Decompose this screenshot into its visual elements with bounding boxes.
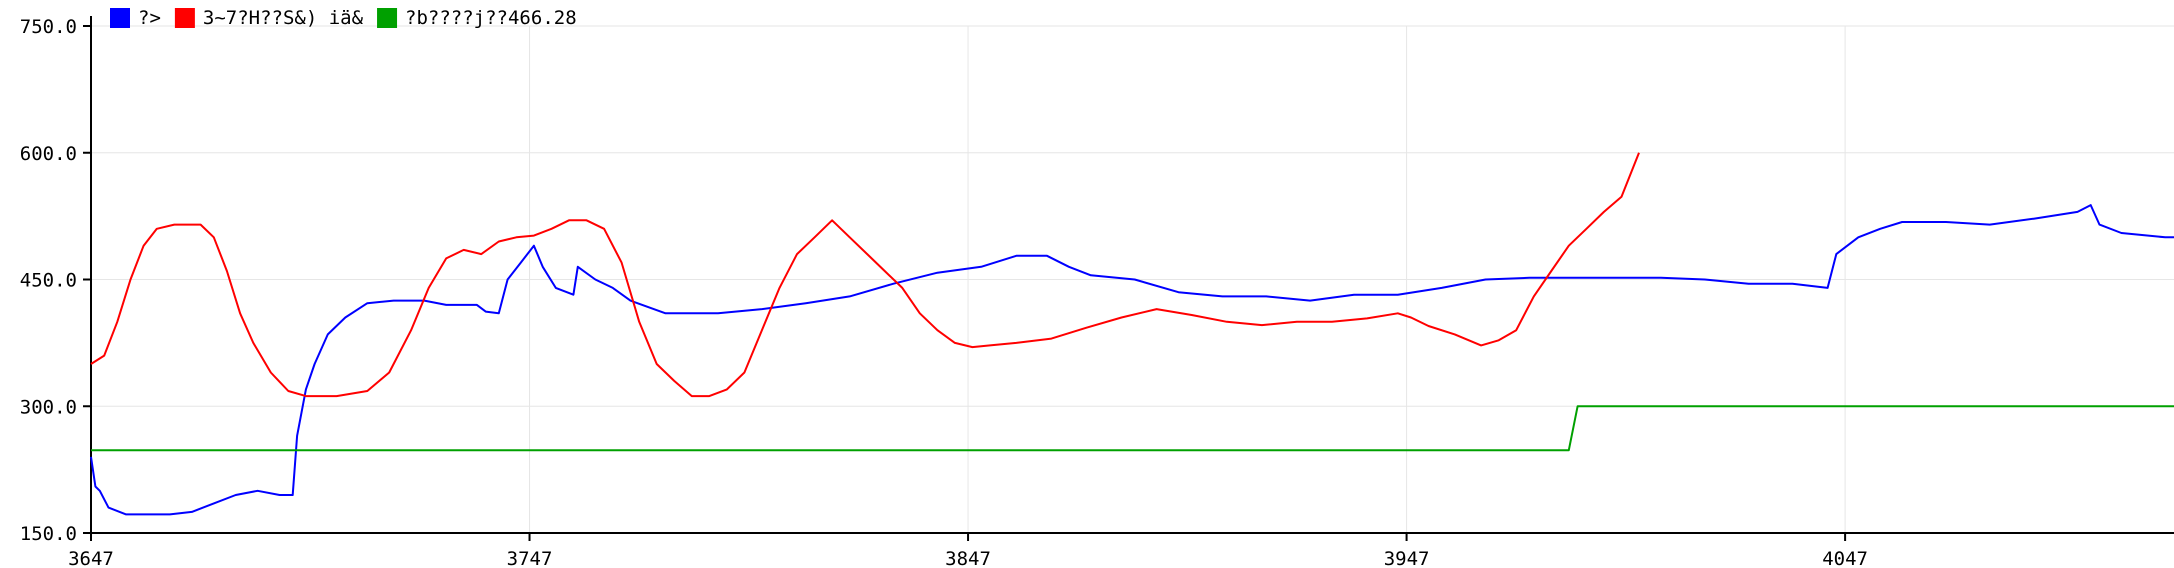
series-line-2 (91, 405, 2174, 452)
legend-swatch-1 (174, 8, 195, 28)
x-tick-label: 3847 (945, 548, 991, 568)
series-line-1 (90, 152, 1640, 398)
y-tick-label: 300.0 (20, 396, 77, 418)
x-tick-label: 3947 (1384, 548, 1430, 568)
legend-swatch-2 (377, 8, 398, 28)
y-tick-label: 600.0 (20, 143, 77, 165)
legend-swatch-0 (110, 8, 130, 28)
x-tick-label: 3647 (68, 548, 114, 568)
x-tick-label: 4047 (1822, 548, 1868, 568)
legend-label-2: ?b????j??466.28 (405, 7, 577, 29)
series-group (90, 152, 2174, 516)
y-tick-label: 450.0 (20, 270, 77, 292)
x-tick-label: 3747 (507, 548, 553, 568)
legend: ?> 3~7?H??S&) iä& ?b????j??466.28 (110, 7, 577, 29)
y-tick-label: 150.0 (20, 523, 77, 545)
y-tick-label: 750.0 (20, 16, 77, 38)
legend-label-1: 3~7?H??S&) iä& (203, 7, 364, 29)
legend-label-0: ?> (138, 7, 161, 29)
axes: 150.0 300.0 450.0 600.0 750.0 3647 3747 3847 394… (20, 16, 2174, 568)
series-line-0 (90, 204, 2174, 516)
